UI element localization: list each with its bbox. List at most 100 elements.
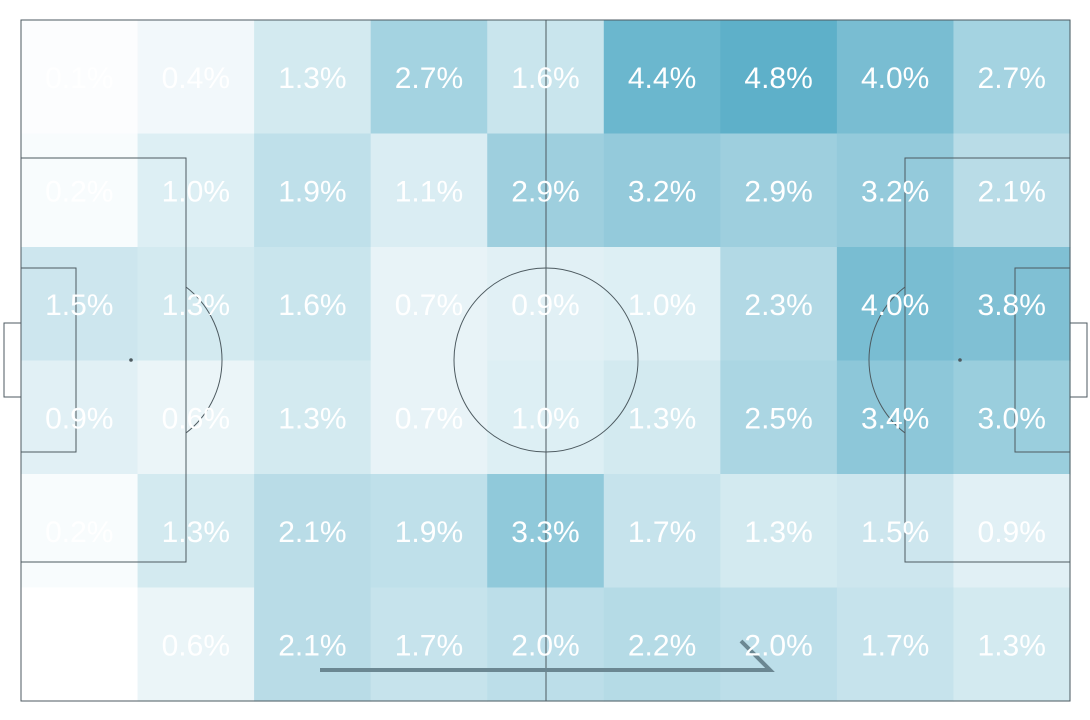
- heatmap-cell-label: 3.2%: [628, 175, 696, 208]
- heatmap-cell: [137, 20, 255, 135]
- center-circle: [453, 267, 639, 453]
- heatmap-cell: [254, 474, 372, 589]
- heatmap-cell: [603, 474, 721, 589]
- heatmap-cell: [603, 133, 721, 248]
- heatmap-cell-label: 1.6%: [278, 289, 346, 322]
- heatmap-cell: [603, 247, 721, 362]
- heatmap-cell: [21, 247, 139, 362]
- heatmap-cell-label: 2.9%: [744, 175, 812, 208]
- heatmap-cell: [836, 360, 955, 475]
- heatmap-cell: [720, 20, 838, 135]
- heatmap-cell-label: 0.7%: [395, 289, 463, 322]
- right-penalty-arc: [868, 286, 906, 434]
- heatmap-cell: [254, 247, 372, 362]
- heatmap-cell: [21, 587, 139, 702]
- heatmap-cell: [836, 20, 955, 135]
- heatmap-cell-label: 2.7%: [395, 62, 463, 95]
- heatmap-cell-label: 3.3%: [511, 516, 579, 549]
- heatmap-cell-label: 1.0%: [162, 175, 230, 208]
- heatmap-cell-label: 3.0%: [978, 402, 1046, 435]
- heatmap-cell-label: 0.9%: [511, 289, 579, 322]
- heatmap-cell-label: 3.2%: [861, 175, 929, 208]
- heatmap-cell: [953, 247, 1071, 362]
- heatmap-cell: [254, 360, 372, 475]
- heatmap-cell: [953, 20, 1071, 135]
- heatmap-cell-label: 0.2%: [45, 175, 113, 208]
- left-penalty-arc: [185, 286, 223, 434]
- heatmap-cell-label: 3.8%: [978, 289, 1046, 322]
- heatmap-cell-label: 0.9%: [978, 516, 1046, 549]
- heatmap-cell-label: 0.6%: [162, 629, 230, 662]
- heatmap-cell: [254, 133, 372, 248]
- heatmap-labels: 0.1% 0.4% 1.3% 2.7% 1.6% 4.4% 4.8% 4.0% 2.7% 0.2%…: [45, 62, 1046, 663]
- heatmap-cell-label: 1.9%: [278, 175, 346, 208]
- left-penalty-spot: [129, 358, 133, 362]
- heatmap-cell: [21, 20, 139, 135]
- heatmap-cell-label: 2.7%: [978, 62, 1046, 95]
- heatmap-cell: [953, 360, 1071, 475]
- heatmap-cell-label: 4.4%: [628, 62, 696, 95]
- heatmap-cell: [720, 474, 838, 589]
- heatmap-cell-label: 1.0%: [511, 402, 579, 435]
- heatmap-cell-label: 1.3%: [162, 516, 230, 549]
- heatmap-cell-label: 2.9%: [511, 175, 579, 208]
- heatmap-cell-label: 2.0%: [511, 629, 579, 662]
- heatmap-cell-label: 1.3%: [744, 516, 812, 549]
- heatmap-cell-label: 2.1%: [978, 175, 1046, 208]
- heatmap-cell: [370, 360, 488, 475]
- heatmap-cell: [953, 587, 1071, 702]
- heatmap-cell-label: 2.2%: [628, 629, 696, 662]
- heatmap-cell-label: 1.3%: [278, 62, 346, 95]
- heatmap-cell-label: 2.1%: [278, 629, 346, 662]
- heatmap-cell-label: 1.3%: [628, 402, 696, 435]
- heatmap-cell-label: 1.3%: [162, 289, 230, 322]
- heatmap-cell: [953, 474, 1071, 589]
- heatmap-cell: [603, 20, 721, 135]
- heatmap-cell-label: 1.5%: [45, 289, 113, 322]
- heatmap-cell-label: 0.9%: [45, 402, 113, 435]
- heatmap-cell: [720, 587, 838, 702]
- heatmap-cell: [720, 133, 838, 248]
- heatmap-cell-label: 1.7%: [861, 629, 929, 662]
- heatmap-cell-label: 0.4%: [162, 62, 230, 95]
- heatmap-cell: [370, 587, 488, 702]
- heatmap-cell-label: 3.4%: [861, 402, 929, 435]
- pitch-markings: [3, 19, 1088, 702]
- heatmap-cell-label: 0.2%: [45, 516, 113, 549]
- heatmap-cell-label: 2.0%: [744, 629, 812, 662]
- heatmap-cell-label: 1.6%: [511, 62, 579, 95]
- heatmap-cell-label: 1.1%: [395, 175, 463, 208]
- heatmap-cell: [836, 587, 955, 702]
- heatmap-cell: [370, 20, 488, 135]
- heatmap-cell-label: 1.7%: [628, 516, 696, 549]
- heatmap-cell-label: 2.5%: [744, 402, 812, 435]
- attack-direction-arrow: [320, 639, 775, 672]
- heatmap-cell: [137, 360, 255, 475]
- heatmap-cell: [836, 133, 955, 248]
- heatmap-cell-label: 2.3%: [744, 289, 812, 322]
- heatmap-cell-label: 4.8%: [744, 62, 812, 95]
- heatmap-cell: [137, 587, 255, 702]
- heatmap-cell-label: 1.3%: [278, 402, 346, 435]
- right-penalty-spot: [958, 358, 962, 362]
- heatmap-cell: [603, 360, 721, 475]
- right-goal: [1069, 322, 1088, 398]
- heatmap-cell: [603, 587, 721, 702]
- heatmap-cell-label: 1.7%: [395, 629, 463, 662]
- heatmap-cell-label: 0.6%: [162, 402, 230, 435]
- heatmap-cell-label: 2.1%: [278, 516, 346, 549]
- heatmap-cell: [720, 247, 838, 362]
- heatmap-cell: [370, 133, 488, 248]
- heatmap-cell: [370, 247, 488, 362]
- heatmap-cell-label: 1.5%: [861, 516, 929, 549]
- heatmap-cell-label: 4.0%: [861, 289, 929, 322]
- attack-direction-arrow-line: [320, 639, 775, 672]
- heatmap-cell-label: 1.0%: [628, 289, 696, 322]
- heatmap-cell-label: 4.0%: [861, 62, 929, 95]
- heatmap-cell-label: 1.9%: [395, 516, 463, 549]
- heatmap-cell: [137, 133, 255, 248]
- heatmap-cell: [21, 474, 139, 589]
- heatmap-cell: [137, 247, 255, 362]
- heatmap-cell: [137, 474, 255, 589]
